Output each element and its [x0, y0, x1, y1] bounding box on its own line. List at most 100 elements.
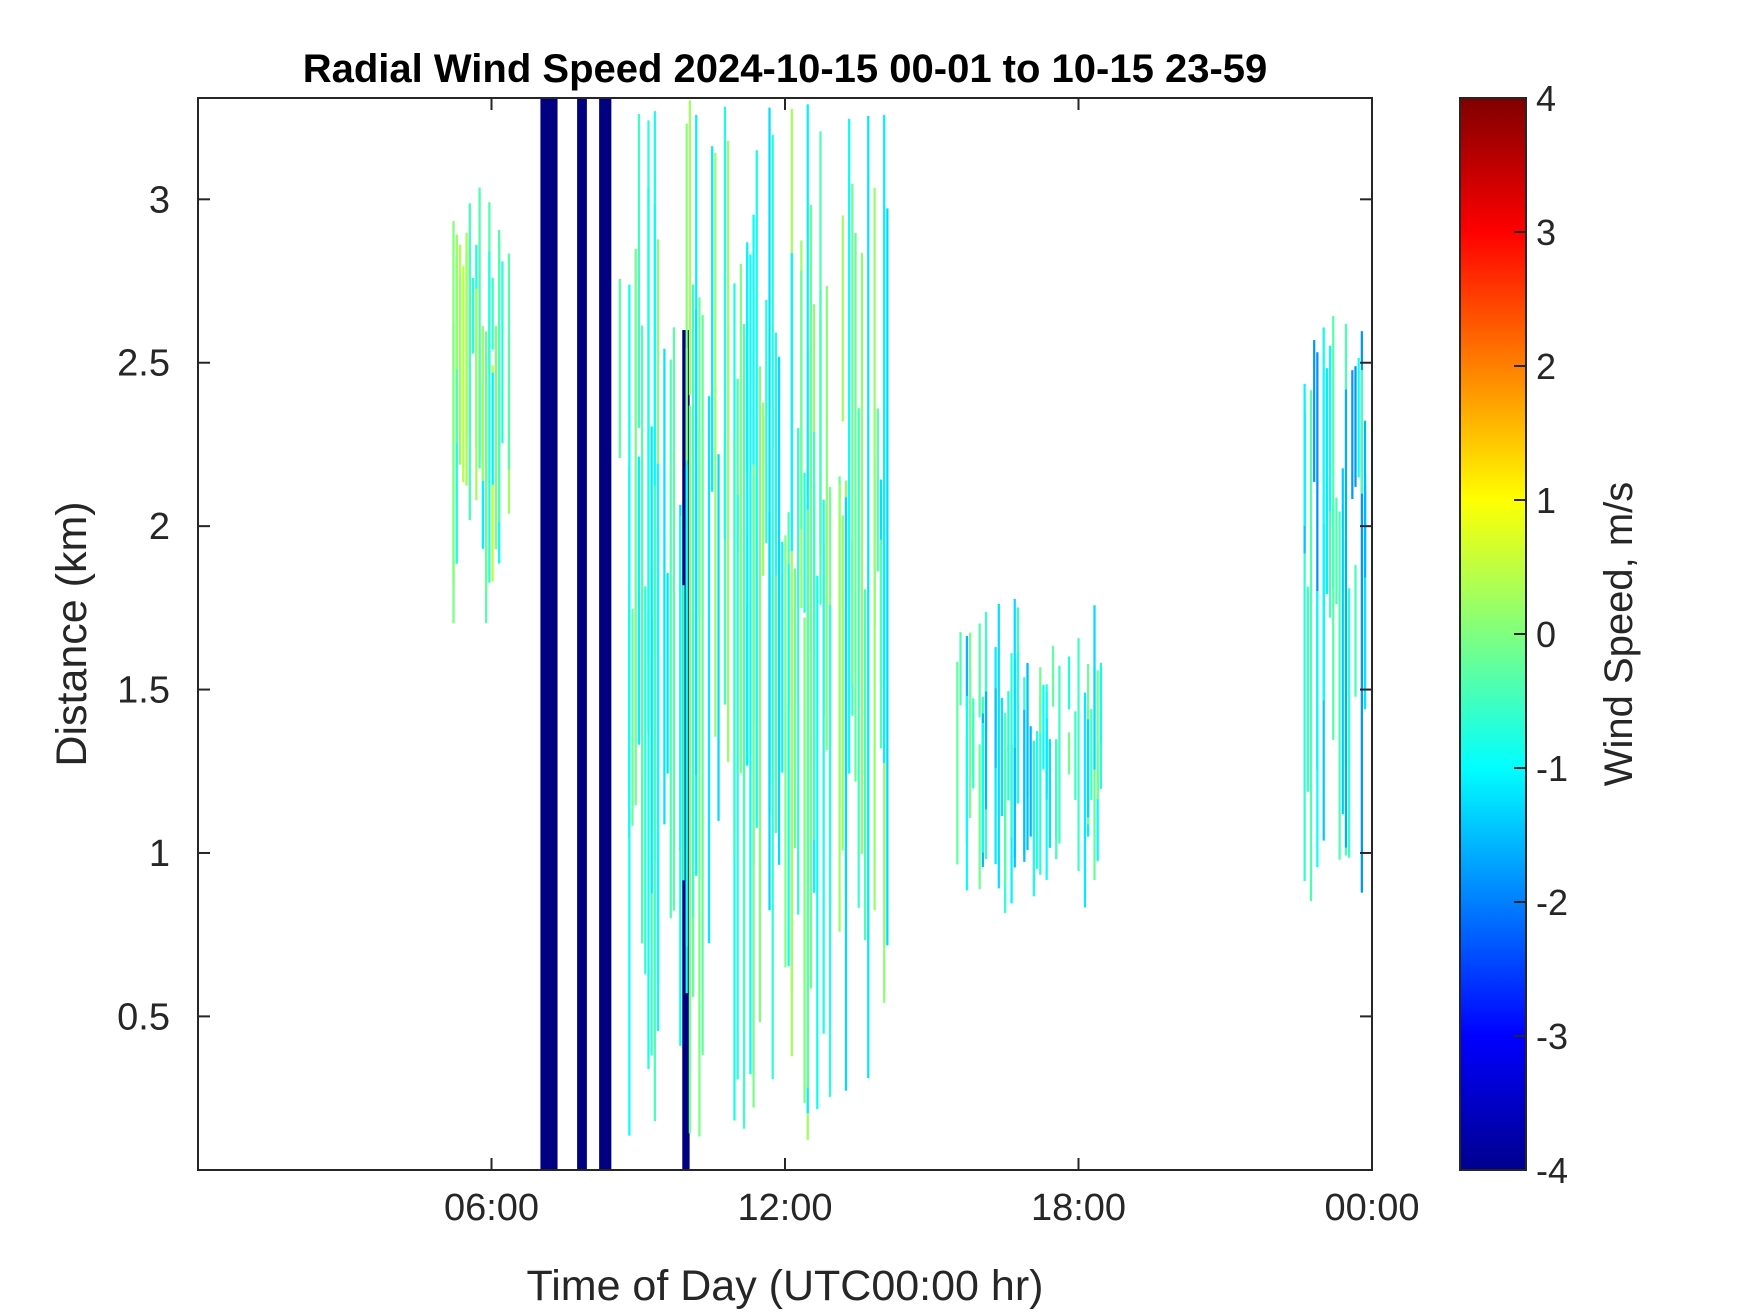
heatmap-cell [762, 402, 765, 576]
heatmap-cell [816, 575, 819, 1110]
heatmap-cell [844, 497, 848, 1091]
heatmap-cell [752, 464, 755, 1108]
heatmap-cell [695, 309, 698, 775]
colorbar-ticks: 4 3 2 1 0 -1 -2 -3 -4 [1514, 78, 1568, 1191]
heatmap-cell [1313, 340, 1316, 482]
heatmap-cell [736, 378, 739, 552]
heatmap-cell [860, 252, 863, 855]
heatmap-cell [800, 270, 803, 529]
heatmap-cell [758, 366, 762, 1023]
colorbar-tick-label: -3 [1536, 1016, 1568, 1057]
heatmap-cell [968, 632, 972, 819]
heatmap-cell [978, 744, 981, 890]
heatmap-cell [458, 275, 462, 465]
region-midday-echo [618, 100, 889, 1141]
region-late-plume [1303, 315, 1367, 902]
heatmap-cell [455, 369, 458, 443]
region-saturated-band-C [599, 98, 612, 1170]
heatmap-cell [491, 372, 494, 485]
region-afternoon-rising-layer [956, 598, 1103, 913]
heatmap-cell [688, 405, 691, 1134]
heatmap-cell [790, 253, 793, 552]
heatmap-cell [1042, 684, 1045, 770]
heatmap-cell [1099, 662, 1103, 750]
heatmap-cell [663, 348, 666, 825]
x-axis-label: Time of Day (UTC00:00 hr) [527, 1262, 1044, 1310]
heatmap-cell [1058, 665, 1061, 844]
heatmap-cell [1048, 739, 1051, 848]
heatmap-marks [452, 98, 1367, 1170]
heatmap-cell [669, 359, 672, 919]
heatmap-cell [997, 603, 1000, 889]
heatmap-cell [876, 408, 879, 572]
heatmap-cell [653, 480, 656, 1122]
heatmap-cell [981, 722, 984, 853]
heatmap-cell [540, 98, 558, 1170]
heatmap-cell [507, 253, 511, 470]
heatmap-cell [1087, 719, 1090, 818]
heatmap-cell [1306, 586, 1309, 792]
heatmap-cell [637, 114, 641, 428]
heatmap-cell [631, 608, 634, 826]
heatmap-cell [1093, 605, 1096, 770]
heatmap-cell [723, 106, 727, 540]
heatmap-cell [685, 123, 688, 461]
heatmap-cell [666, 573, 669, 774]
heatmap-cell [644, 586, 647, 975]
heatmap-cell [809, 205, 813, 654]
heatmap-cell [618, 278, 621, 459]
heatmap-cell [1357, 357, 1360, 478]
heatmap-cell [1335, 497, 1338, 605]
heatmap-cell [774, 332, 777, 783]
heatmap-cell [640, 325, 644, 775]
heatmap-cell [717, 454, 720, 821]
heatmap-cell [965, 695, 969, 891]
heatmap-cell [707, 396, 711, 944]
heatmap-cell [484, 331, 488, 592]
heatmap-cell [577, 98, 587, 1170]
heatmap-cell [1035, 731, 1039, 869]
heatmap-cell [1360, 331, 1363, 893]
heatmap-cell [857, 408, 860, 908]
heatmap-cell [653, 203, 656, 486]
heatmap-cell [809, 604, 813, 989]
heatmap-cell [1341, 468, 1344, 815]
heatmap-cell [711, 146, 714, 492]
heatmap-cell [793, 568, 797, 849]
heatmap-cell [733, 437, 736, 858]
heatmap-cell [691, 284, 695, 918]
heatmap-cell [1083, 692, 1087, 908]
heatmap-cell [1322, 327, 1325, 701]
heatmap-cell [478, 187, 481, 469]
heatmap-cell [1000, 697, 1004, 817]
heatmap-cell [1077, 638, 1080, 871]
heatmap-cell [771, 134, 774, 448]
heatmap-cell [688, 100, 691, 396]
heatmap-cell [1344, 389, 1348, 848]
heatmap-cell [781, 541, 784, 773]
y-tick-label: 3 [149, 179, 170, 221]
heatmap-cell [1096, 670, 1099, 800]
heatmap-cell [1309, 390, 1313, 902]
heatmap-cell [819, 289, 822, 605]
y-tick-label: 1 [149, 833, 170, 875]
heatmap-cell [1354, 366, 1357, 487]
heatmap-cell [777, 356, 781, 865]
heatmap-cell [825, 285, 828, 751]
heatmap-cell [1332, 315, 1335, 740]
heatmap-cell [803, 472, 806, 613]
heatmap-cell [599, 98, 612, 1170]
heatmap-cell [755, 150, 758, 828]
x-tick-label: 00:00 [1324, 1187, 1419, 1229]
heatmap-cell [984, 691, 988, 810]
heatmap-cell [1026, 662, 1029, 851]
heatmap-cell [1328, 345, 1332, 526]
heatmap-cell [1051, 645, 1055, 707]
heatmap-cell [656, 239, 660, 656]
y-axis-label: Distance (km) [48, 501, 96, 766]
heatmap-cell [838, 483, 841, 932]
heatmap-cell [1303, 383, 1306, 526]
heatmap-cell [822, 499, 825, 1034]
heatmap-cell [1325, 368, 1328, 595]
heatmap-cell [768, 107, 771, 814]
